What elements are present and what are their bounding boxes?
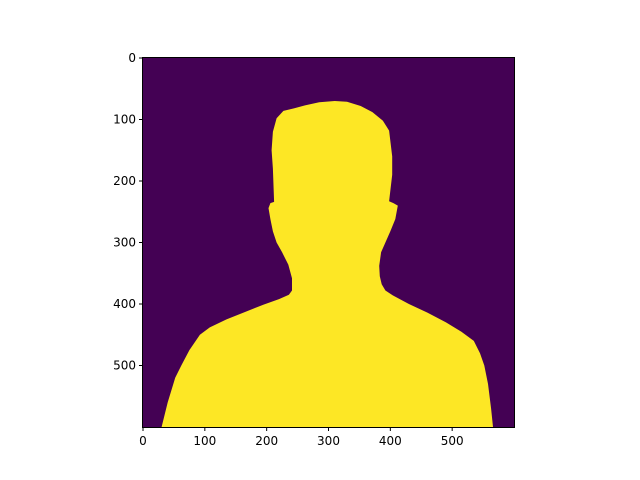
x-tick-label: 400 bbox=[379, 434, 402, 448]
x-tick-label: 500 bbox=[441, 434, 464, 448]
heatmap-mask-region bbox=[161, 101, 493, 427]
x-tick-label: 300 bbox=[317, 434, 340, 448]
y-tick-label: 200 bbox=[113, 174, 136, 188]
y-tick-label: 400 bbox=[113, 297, 136, 311]
y-axis: 0 100 200 300 400 500 bbox=[113, 51, 143, 373]
y-tick-label: 500 bbox=[113, 359, 136, 373]
x-axis: 0 100 200 300 400 500 bbox=[139, 427, 464, 448]
heatmap-image bbox=[143, 58, 514, 427]
x-tick-label: 0 bbox=[139, 434, 147, 448]
x-tick-label: 200 bbox=[255, 434, 278, 448]
y-tick-label: 0 bbox=[128, 51, 136, 65]
x-tick-label: 100 bbox=[193, 434, 216, 448]
y-tick-label: 100 bbox=[113, 113, 136, 127]
y-tick-label: 300 bbox=[113, 236, 136, 250]
